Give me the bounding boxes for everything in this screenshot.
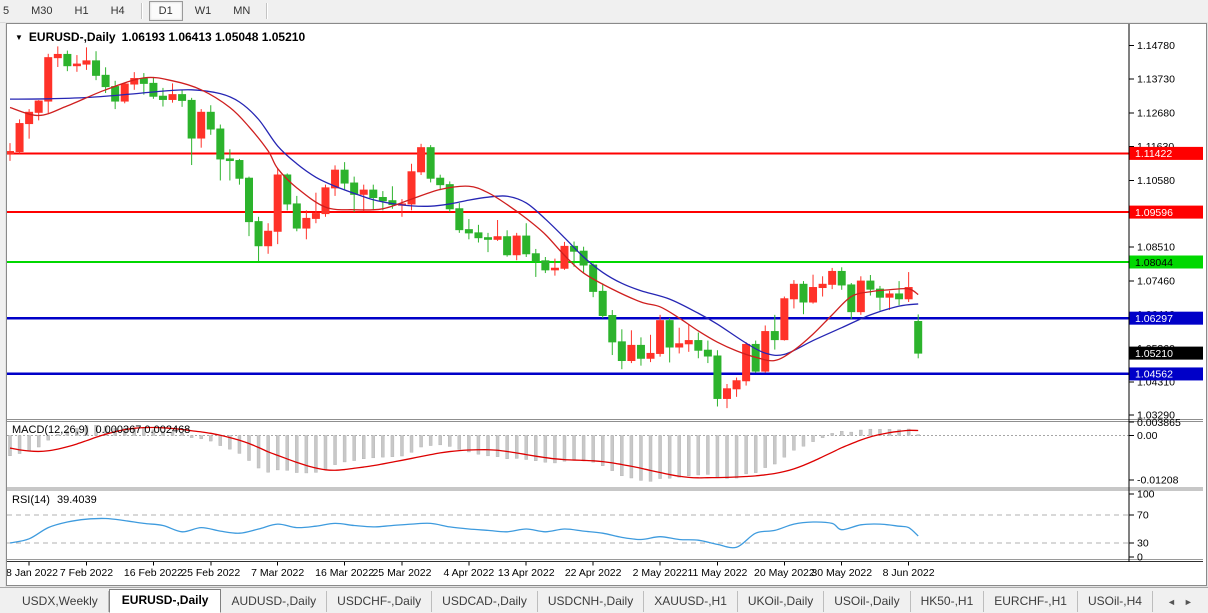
date-tick-label: 28 Jan 2022 xyxy=(7,567,58,579)
symbol-ohlc-title[interactable]: ▼ EURUSD-,Daily 1.06193 1.06413 1.05048 … xyxy=(15,30,305,44)
price-badge: 1.05210 xyxy=(1135,348,1173,360)
date-tick-label: 16 Feb 2022 xyxy=(124,567,183,579)
tab-hk50-h1[interactable]: HK50-,H1 xyxy=(911,591,985,612)
tab-eurchf-h1[interactable]: EURCHF-,H1 xyxy=(984,591,1078,612)
timeframe-button-h4[interactable]: H4 xyxy=(110,5,125,17)
timeframe-button-m30[interactable]: M30 xyxy=(31,5,53,17)
date-tick-label: 2 May 2022 xyxy=(633,567,688,579)
price-badge: 1.04562 xyxy=(1135,369,1173,381)
macd-signal-line xyxy=(9,426,919,479)
price-badge: 1.06297 xyxy=(1135,313,1173,325)
tabs-scroll-right-icon[interactable]: ► xyxy=(1183,597,1193,607)
date-tick-label: 4 Apr 2022 xyxy=(443,567,494,579)
date-tick-label: 30 May 2022 xyxy=(811,567,872,579)
ma-fast-line xyxy=(9,76,919,362)
macd-values: 0.000367 0.002468 xyxy=(95,424,191,436)
timeframe-button-h1[interactable]: H1 xyxy=(74,5,89,17)
macd-name: MACD(12,26,9) xyxy=(12,424,89,436)
tab-scroll-arrows: ◄ ► xyxy=(1167,597,1193,612)
timeframe-button-w1[interactable]: W1 xyxy=(194,5,212,17)
timeframe-button-m5[interactable]: 5 xyxy=(3,5,10,17)
timeframe-button-mn[interactable]: MN xyxy=(233,5,251,17)
tab-audusd-daily[interactable]: AUDUSD-,Daily xyxy=(221,591,328,612)
tab-usdcad-daily[interactable]: USDCAD-,Daily xyxy=(432,591,538,612)
price-badge: 1.08044 xyxy=(1135,257,1173,269)
chart-canvas[interactable]: 1.147801.137301.126801.116301.105801.095… xyxy=(7,24,1204,583)
rsi-level-lines xyxy=(7,514,1129,544)
macd-indicator-label: MACD(12,26,9) 0.000367 0.002468 xyxy=(12,424,194,436)
price-tick-label: 1.12680 xyxy=(1137,107,1175,119)
price-tick-label: 1.14780 xyxy=(1137,40,1175,52)
timeframe-button-d1[interactable]: D1 xyxy=(148,1,183,21)
pane-separators xyxy=(7,419,1203,562)
timeframe-toolbar: 5 M30 H1 H4 D1 W1 MN xyxy=(0,0,1208,23)
price-tick-label: 1.13730 xyxy=(1137,74,1175,86)
macd-axis-label: 0.00 xyxy=(1137,430,1158,442)
price-badge: 1.09596 xyxy=(1135,207,1173,219)
toolbar-separator xyxy=(140,3,143,19)
tab-usdchf-daily[interactable]: USDCHF-,Daily xyxy=(327,591,433,612)
price-tick-label: 1.08510 xyxy=(1137,242,1175,254)
price-level-badges: 1.11422 1.09596 1.08044 1.06297 1.04562 1.052… xyxy=(1129,146,1203,381)
ohlc-values: 1.06193 1.06413 1.05048 1.05210 xyxy=(121,30,306,44)
ma-slow-line xyxy=(9,89,919,357)
toolbar-separator xyxy=(266,3,269,19)
rsi-line xyxy=(9,517,919,549)
price-tick-label: 1.07460 xyxy=(1137,275,1175,287)
price-badge: 1.11422 xyxy=(1135,148,1172,160)
date-tick-label: 8 Jun 2022 xyxy=(883,567,935,579)
tab-usdcnh-daily[interactable]: USDCNH-,Daily xyxy=(538,591,645,612)
date-tick-label: 7 Mar 2022 xyxy=(251,567,304,579)
rsi-indicator-label: RSI(14) 39.4039 xyxy=(12,494,101,506)
rsi-axis-label: 0 xyxy=(1137,552,1143,564)
rsi-axis-label: 30 xyxy=(1137,538,1149,550)
macd-axis-label: 0.003865 xyxy=(1137,417,1181,429)
rsi-name: RSI(14) xyxy=(12,494,50,506)
tab-eurusd-daily[interactable]: EURUSD-,Daily xyxy=(108,589,222,613)
chart-window: 1.147801.137301.126801.116301.105801.095… xyxy=(6,23,1207,586)
chevron-down-icon[interactable]: ▼ xyxy=(15,32,23,42)
tab-usoil-h4[interactable]: USOil-,H4 xyxy=(1078,591,1153,612)
tab-usoil-daily[interactable]: USOil-,Daily xyxy=(824,591,911,612)
date-tick-label: 22 Apr 2022 xyxy=(565,567,622,579)
price-tick-label: 1.10580 xyxy=(1137,175,1175,187)
rsi-axis-label: 70 xyxy=(1137,510,1149,522)
tab-xauusd-h1[interactable]: XAUUSD-,H1 xyxy=(644,591,738,612)
symbol-period-label: EURUSD-,Daily xyxy=(28,30,116,44)
rsi-value: 39.4039 xyxy=(56,494,97,506)
date-tick-label: 25 Mar 2022 xyxy=(372,567,431,579)
macd-axis-label: -0.01208 xyxy=(1137,475,1179,487)
date-tick-label: 11 May 2022 xyxy=(687,567,747,579)
date-tick-label: 16 Mar 2022 xyxy=(315,567,374,579)
date-tick-label: 20 May 2022 xyxy=(754,567,815,579)
chart-tabs-bar: USDX,Weekly EURUSD-,Daily AUDUSD-,Daily … xyxy=(0,587,1208,613)
date-tick-label: 13 Apr 2022 xyxy=(498,567,555,579)
rsi-axis-label: 100 xyxy=(1137,489,1155,501)
tab-ukoil-daily[interactable]: UKOil-,Daily xyxy=(738,591,825,612)
price-tick-label: 1.03290 xyxy=(1137,409,1175,421)
date-tick-label: 7 Feb 2022 xyxy=(60,567,113,579)
tab-usdx-weekly[interactable]: USDX,Weekly xyxy=(12,591,109,612)
tabs-scroll-left-icon[interactable]: ◄ xyxy=(1166,597,1176,607)
macd-histogram xyxy=(8,425,920,482)
date-tick-label: 25 Feb 2022 xyxy=(181,567,240,579)
